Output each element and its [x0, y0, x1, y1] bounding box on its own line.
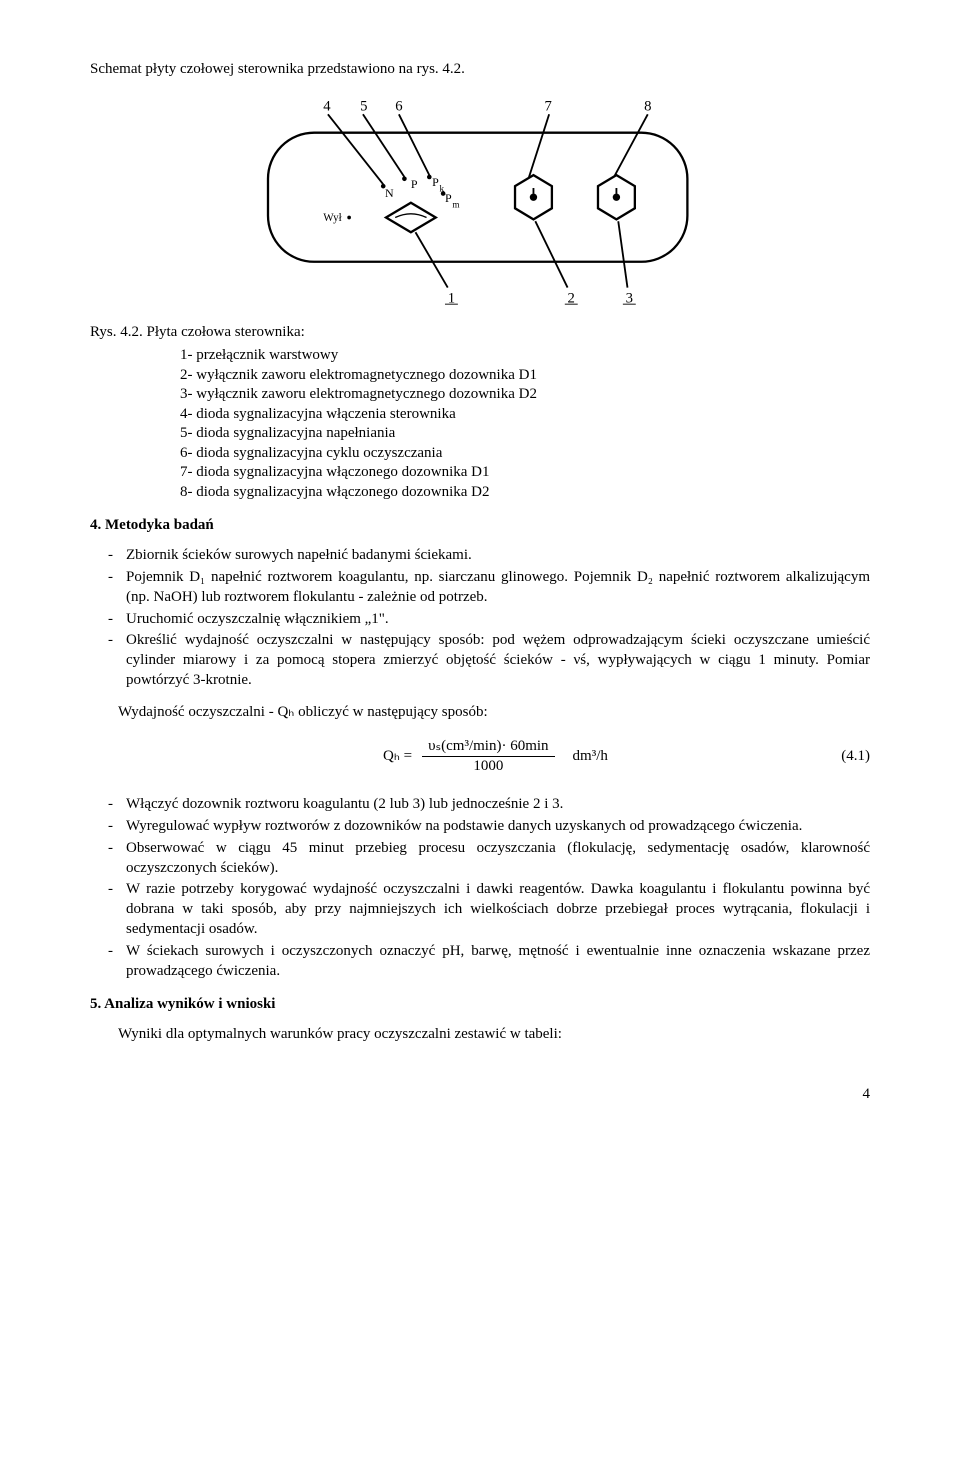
eq-denominator: 1000 [422, 757, 554, 777]
hex-knob-2 [598, 175, 635, 219]
eq-unit: dm³/h [555, 747, 608, 767]
list-item: Zbiornik ścieków surowych napełnić badan… [126, 546, 870, 566]
caption-item: 1- przełącznik warstwowy [180, 346, 870, 366]
callout-6: 6 [395, 98, 402, 114]
callout-8: 8 [644, 98, 651, 114]
caption-item: 5- dioda sygnalizacyjna napełniania [180, 424, 870, 444]
list-item: Obserwować w ciągu 45 minut przebieg pro… [126, 839, 870, 879]
list-item: Uruchomić oczyszczalnię włącznikiem „1". [126, 610, 870, 630]
figure-caption-list: 1- przełącznik warstwowy 2- wyłącznik za… [180, 346, 870, 502]
caption-item: 2- wyłącznik zaworu elektromagnetycznego… [180, 366, 870, 386]
svg-text:P: P [445, 191, 452, 205]
figure-panel: 4 5 6 7 8 N P P k P m Wył [90, 94, 870, 313]
svg-text:m: m [452, 199, 460, 209]
caption-item: 7- dioda sygnalizacyjna włączonego dozow… [180, 463, 870, 483]
intro-line: Schemat płyty czołowej sterownika przeds… [90, 60, 870, 80]
list-item: Pojemnik D₁ napełnić roztworem koagulant… [126, 568, 870, 608]
method-list-1: Zbiornik ścieków surowych napełnić badan… [90, 546, 870, 691]
page-number: 4 [90, 1085, 870, 1105]
section-5-line: Wyniki dla optymalnych warunków pracy oc… [90, 1025, 870, 1045]
equation-row: Qₕ = υₛ(cm³/min)· 60min 1000 dm³/h (4.1) [90, 737, 870, 778]
caption-item: 3- wyłącznik zaworu elektromagnetycznego… [180, 385, 870, 405]
list-item: Włączyć dozownik roztworu koagulantu (2 … [126, 795, 870, 815]
eq-numerator: υₛ(cm³/min)· 60min [422, 737, 554, 758]
list-item: W razie potrzeby korygować wydajność ocz… [126, 880, 870, 939]
list-item: Określić wydajność oczyszczalni w następ… [126, 631, 870, 690]
svg-text:Wył: Wył [323, 212, 342, 224]
list-item: Wyregulować wypływ roztworów z dozownikó… [126, 817, 870, 837]
wydajnosc-line: Wydajność oczyszczalni - Qₕ obliczyć w n… [118, 703, 870, 723]
method-list-2: Włączyć dozownik roztworu koagulantu (2 … [90, 795, 870, 981]
svg-text:k: k [439, 184, 444, 194]
eq-label: (4.1) [841, 747, 870, 767]
caption-item: 8- dioda sygnalizacyjna włączonego dozow… [180, 483, 870, 503]
section-4-heading: 4. Metodyka badań [90, 516, 870, 536]
caption-item: 4- dioda sygnalizacyjna włączenia sterow… [180, 405, 870, 425]
callout-5: 5 [360, 98, 367, 114]
callout-1: 1 [448, 290, 455, 306]
svg-text:P: P [432, 175, 439, 189]
svg-text:P: P [411, 177, 418, 191]
list-item: W ściekach surowych i oczyszczonych ozna… [126, 942, 870, 982]
callout-4: 4 [323, 98, 331, 114]
hex-knob-1 [515, 175, 552, 219]
figure-caption-head: Rys. 4.2. Płyta czołowa sterownika: [90, 323, 870, 343]
eq-fraction: υₛ(cm³/min)· 60min 1000 [422, 737, 554, 778]
section-5-heading: 5. Analiza wyników i wnioski [90, 995, 870, 1015]
callout-7: 7 [545, 98, 552, 114]
callout-2: 2 [568, 290, 575, 306]
svg-text:N: N [385, 186, 394, 200]
eq-lhs: Qₕ = [352, 747, 422, 767]
caption-item: 6- dioda sygnalizacyjna cyklu oczyszczan… [180, 444, 870, 464]
callout-3: 3 [626, 290, 633, 306]
